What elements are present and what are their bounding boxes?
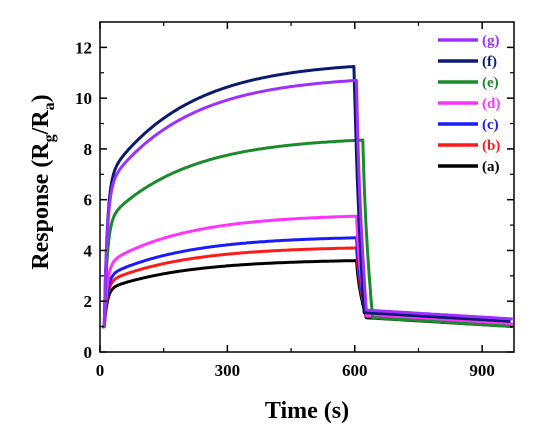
y-axis-title-mid: /R [28,110,54,136]
y-axis-title-sub-g: g [41,134,58,142]
legend-label-c: (c) [482,117,499,133]
axis-ticks: 0 300 600 900 0 2 4 6 8 10 12 [75,22,514,380]
y-tick-label: 10 [75,89,92,108]
legend-label-d: (d) [482,96,500,112]
y-axis-title-sub-a: a [41,102,58,110]
series-lines [102,65,513,329]
series-line-f [102,65,511,329]
x-tick-label: 600 [342,361,368,380]
y-tick-label: 6 [84,191,93,210]
y-tick-label: 4 [84,241,93,260]
legend-label-b: (b) [482,138,500,154]
y-tick-label: 2 [84,292,93,311]
series-line-g [102,78,513,329]
legend-label-e: (e) [482,75,499,91]
series-line-c [102,236,513,329]
y-axis-title: Response (Rg/Ra) [28,94,58,269]
plot-frame [99,21,515,353]
series-line-d [102,214,513,329]
x-tick-label: 0 [96,361,105,380]
y-axis-title-main: Response (R [28,142,54,270]
y-axis-title-end: ) [28,94,54,102]
x-tick-label: 900 [469,361,495,380]
legend-label-a: (a) [482,159,500,175]
y-tick-label: 12 [75,38,92,57]
series-line-e [102,138,511,329]
y-tick-label: 8 [84,140,93,159]
legend-label-g: (g) [482,33,500,49]
legend: (g) (f) (e) (d) (c) (b) (a) [438,33,500,175]
x-axis-title: Time (s) [265,398,349,424]
legend-label-f: (f) [482,54,497,70]
y-tick-label: 0 [84,343,93,362]
x-tick-label: 300 [215,361,241,380]
